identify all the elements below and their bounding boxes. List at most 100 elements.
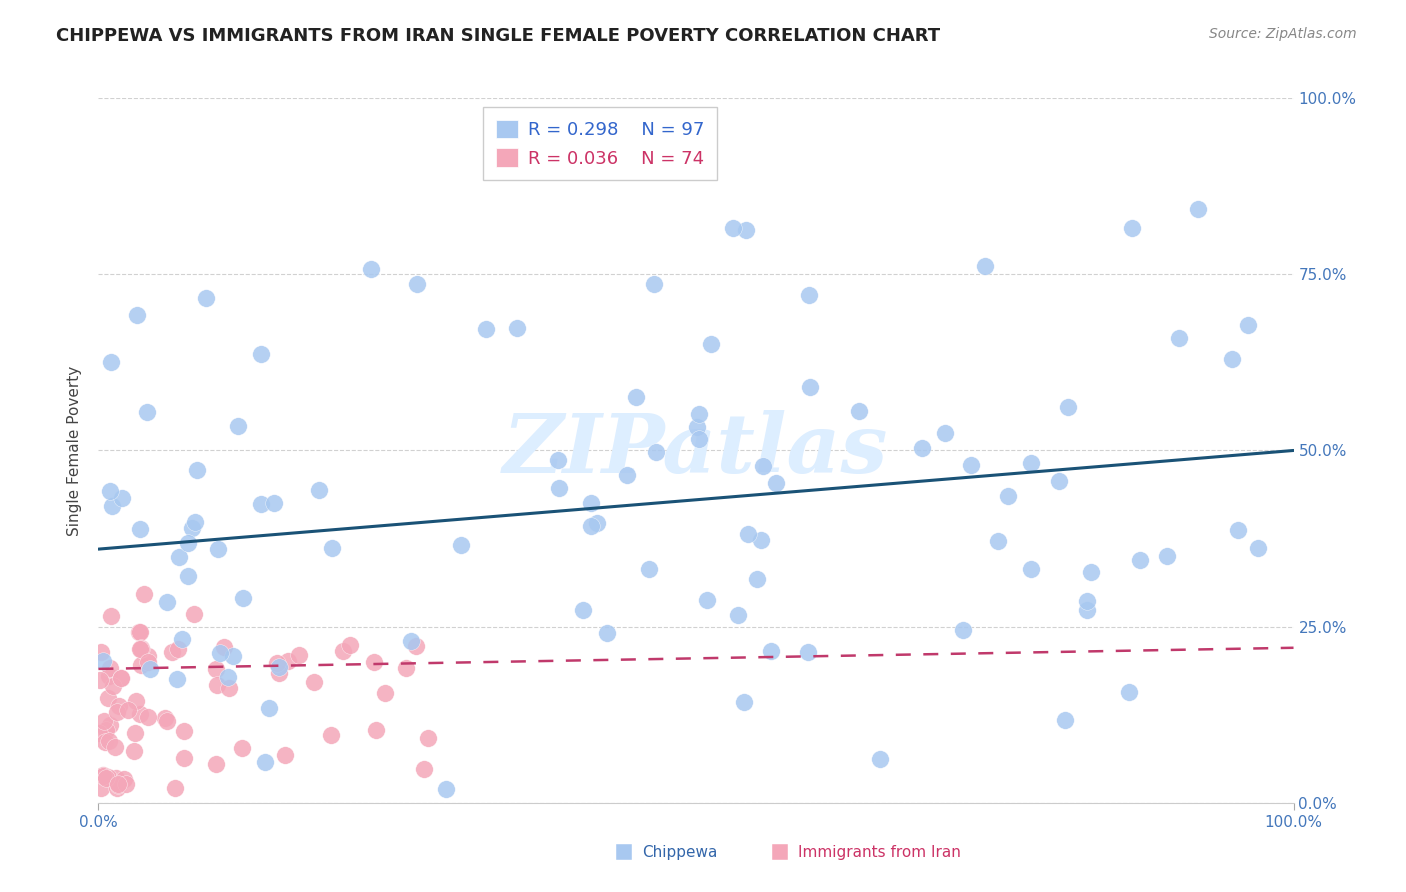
Point <box>321 541 343 556</box>
Point <box>616 467 638 482</box>
Point <box>797 645 820 659</box>
Point <box>104 739 127 754</box>
Point <box>1076 603 1098 617</box>
Point <box>1121 221 1143 235</box>
Point <box>124 694 146 708</box>
Point <box>128 624 150 639</box>
Point <box>696 592 718 607</box>
Point <box>166 672 188 686</box>
Point <box>749 533 772 547</box>
Point <box>94 772 117 786</box>
Point <box>128 707 150 722</box>
Point <box>450 538 472 552</box>
Point <box>131 640 153 655</box>
Point <box>405 639 427 653</box>
Point <box>321 728 343 742</box>
Point <box>373 686 395 700</box>
Point <box>186 463 208 477</box>
Point <box>125 308 148 322</box>
Point <box>1247 541 1270 556</box>
Point <box>94 797 117 811</box>
Point <box>214 640 236 654</box>
Point <box>132 587 155 601</box>
Point <box>100 355 122 369</box>
Point <box>135 405 157 419</box>
Point <box>129 657 152 672</box>
Point <box>572 603 595 617</box>
Point <box>1019 562 1042 576</box>
Point <box>1019 456 1042 470</box>
Point <box>110 671 132 685</box>
Point <box>129 642 152 657</box>
Point <box>90 780 112 795</box>
Point <box>167 641 190 656</box>
Point <box>363 655 385 669</box>
Point <box>475 321 498 335</box>
Point <box>434 781 457 796</box>
Point <box>94 734 117 748</box>
Point <box>222 649 245 664</box>
Point <box>111 491 134 506</box>
Text: CHIPPEWA VS IMMIGRANTS FROM IRAN SINGLE FEMALE POVERTY CORRELATION CHART: CHIPPEWA VS IMMIGRANTS FROM IRAN SINGLE … <box>56 27 941 45</box>
Point <box>250 347 273 361</box>
Point <box>987 534 1010 549</box>
Point <box>231 740 253 755</box>
Point <box>181 521 204 535</box>
Point <box>98 718 121 732</box>
Point <box>184 515 207 529</box>
Point <box>339 638 361 652</box>
Point <box>172 632 194 646</box>
Point <box>226 419 249 434</box>
Point <box>267 666 290 681</box>
Point <box>139 662 162 676</box>
Point <box>332 644 354 658</box>
Point <box>581 519 603 533</box>
Point <box>688 432 710 446</box>
Point <box>205 756 228 771</box>
Point <box>308 483 330 497</box>
Point <box>686 419 709 434</box>
Y-axis label: Single Female Poverty: Single Female Poverty <box>67 366 83 535</box>
Point <box>91 768 114 782</box>
Point <box>231 591 253 605</box>
Point <box>688 407 710 421</box>
Point <box>128 642 150 657</box>
Point <box>288 648 311 663</box>
Point <box>110 672 132 686</box>
Point <box>274 747 297 762</box>
Point <box>737 526 759 541</box>
Point <box>205 678 228 692</box>
Point <box>136 648 159 663</box>
Point <box>799 380 821 394</box>
Point <box>156 595 179 609</box>
Point <box>413 762 436 776</box>
Point <box>129 624 152 639</box>
Point <box>364 723 387 737</box>
Point <box>98 734 121 748</box>
Point <box>643 277 665 292</box>
Point <box>1076 594 1098 608</box>
Point <box>114 777 136 791</box>
Point <box>136 710 159 724</box>
Point <box>160 645 183 659</box>
Legend: R = 0.298    N = 97, R = 0.036    N = 74: R = 0.298 N = 97, R = 0.036 N = 74 <box>484 107 717 180</box>
Point <box>1187 202 1209 216</box>
Point <box>217 670 239 684</box>
Point <box>638 562 661 576</box>
Text: Source: ZipAtlas.com: Source: ZipAtlas.com <box>1209 27 1357 41</box>
Point <box>257 701 280 715</box>
Point <box>105 772 128 786</box>
Point <box>505 321 527 335</box>
Point <box>97 691 120 706</box>
Point <box>128 523 150 537</box>
Point <box>269 660 291 674</box>
Point <box>156 714 179 728</box>
Text: Immigrants from Iran: Immigrants from Iran <box>797 845 960 860</box>
Point <box>952 624 974 638</box>
Point <box>761 644 783 658</box>
Point <box>209 646 232 660</box>
Point <box>1080 566 1102 580</box>
Point <box>98 669 121 683</box>
Point <box>547 481 569 495</box>
Point <box>1168 331 1191 345</box>
